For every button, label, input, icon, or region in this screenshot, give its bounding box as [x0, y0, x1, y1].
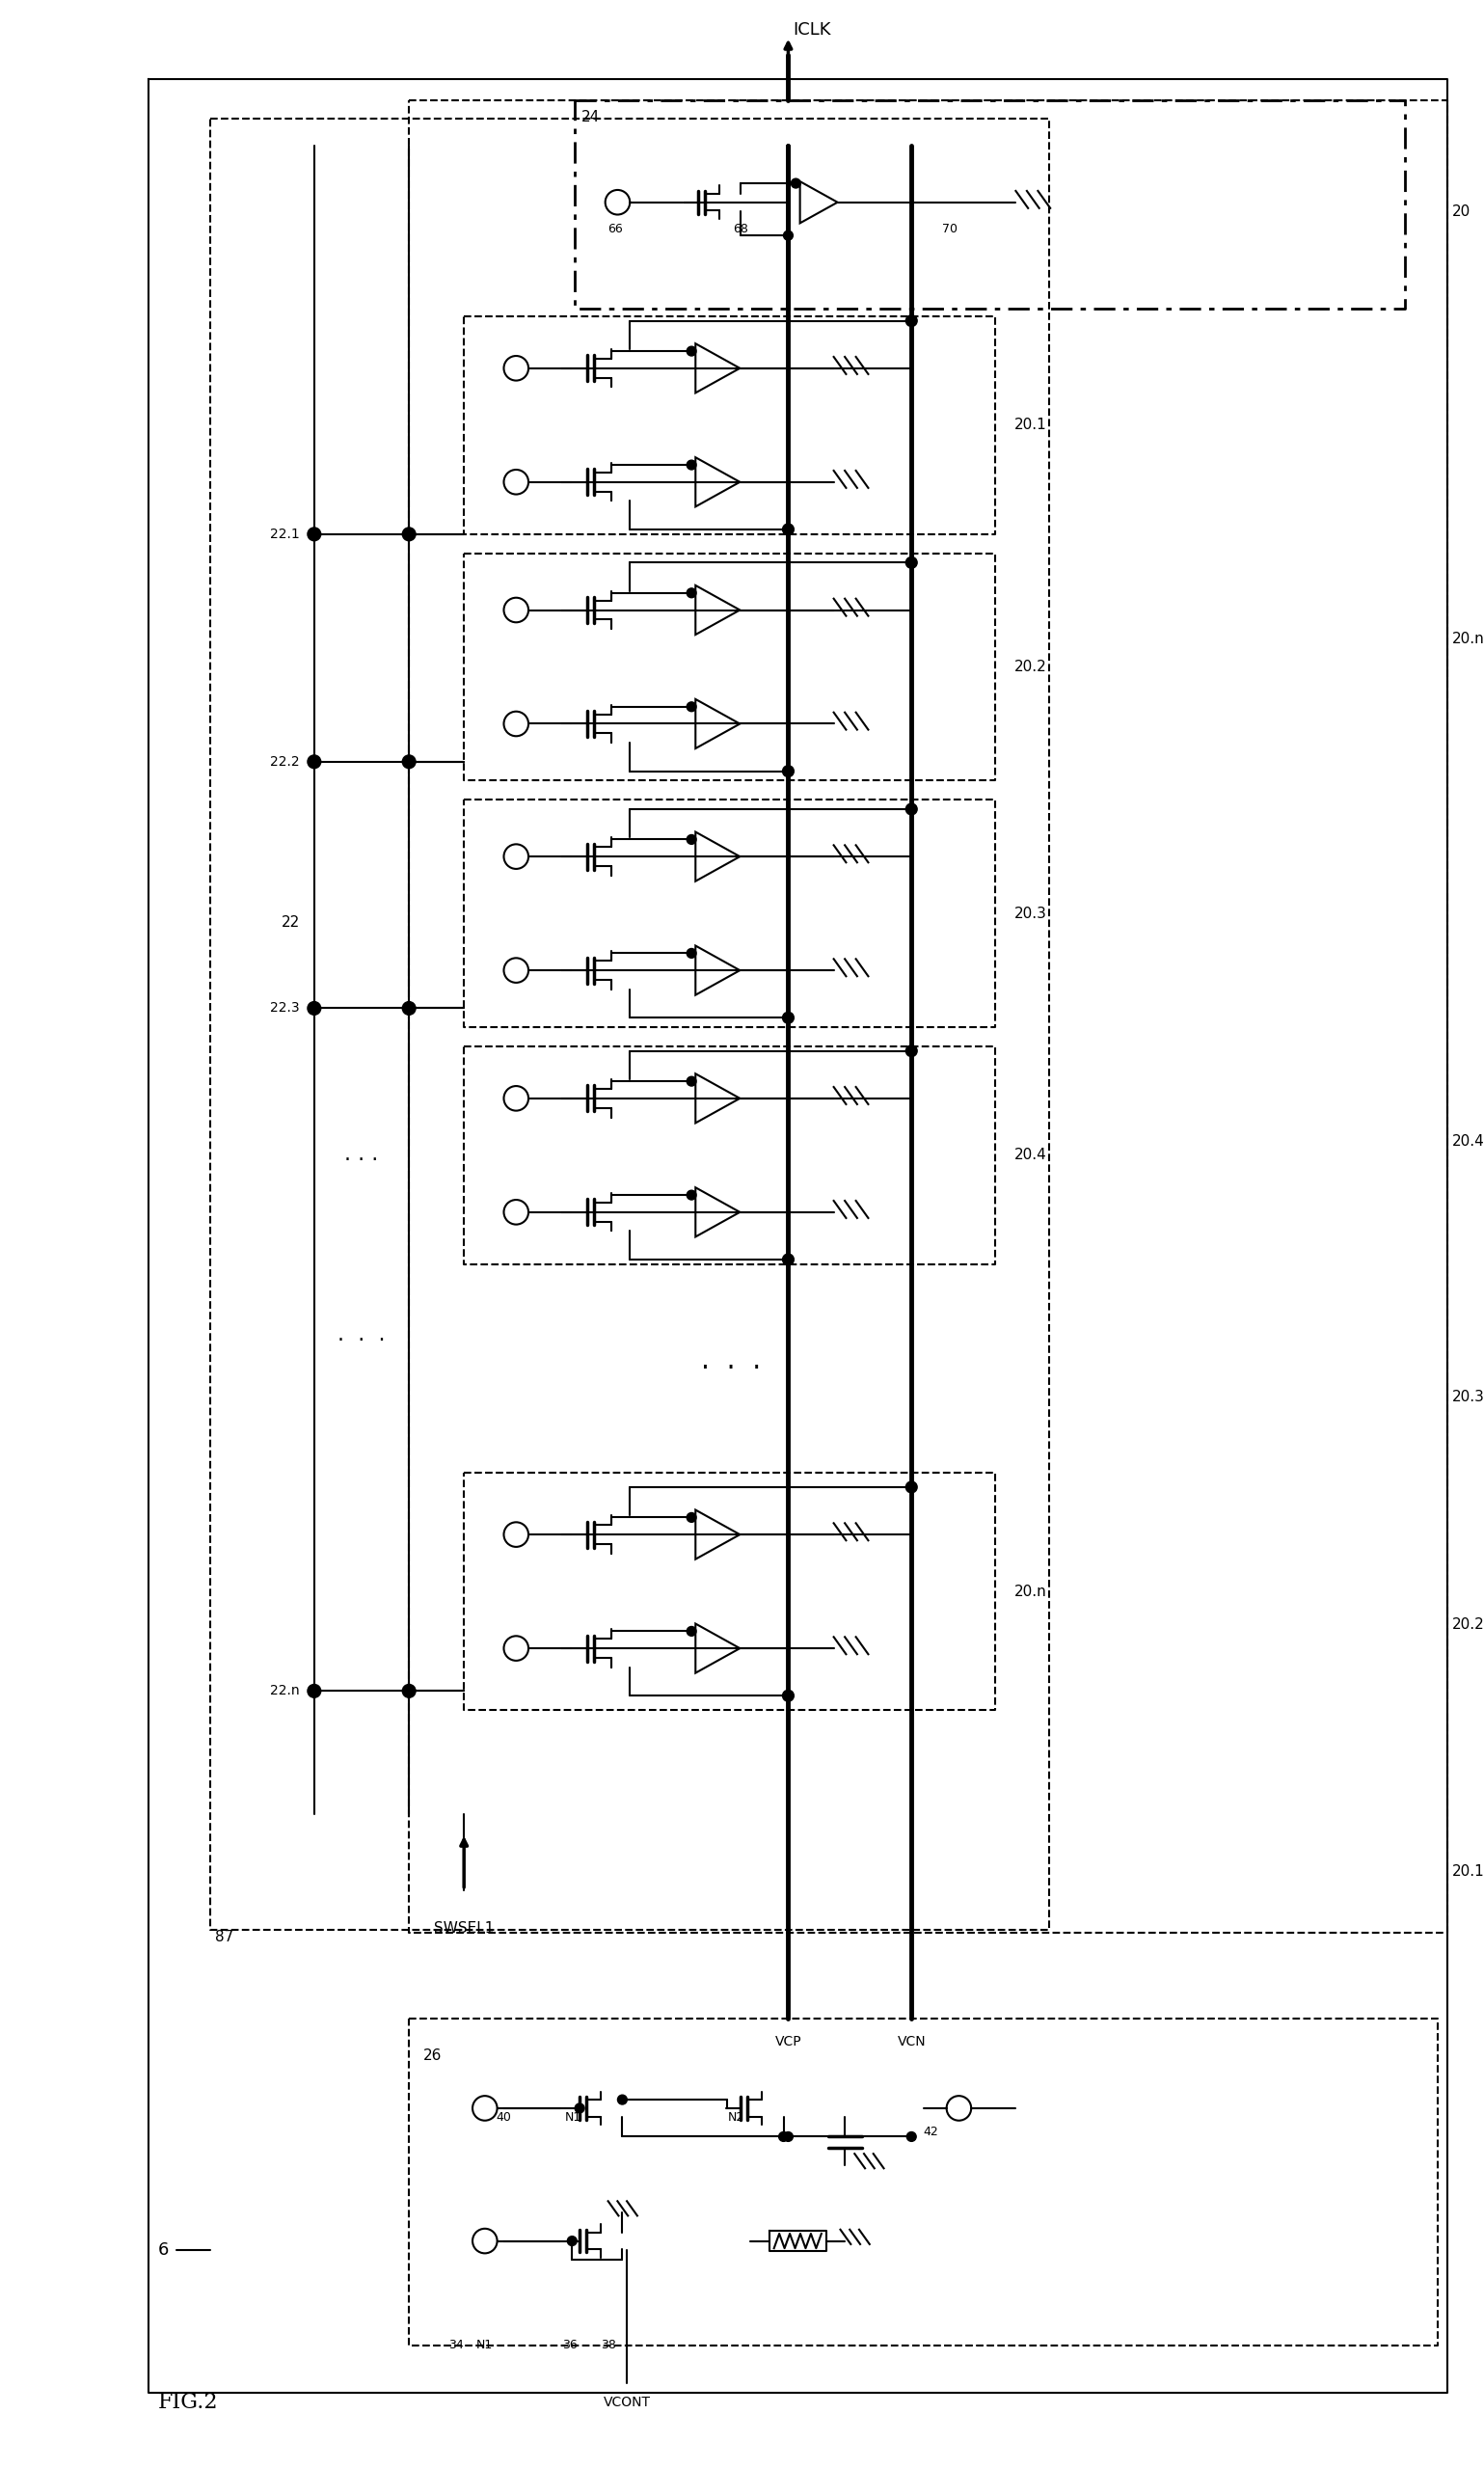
Text: ·  ·  ·: · · ·	[702, 1355, 761, 1382]
Text: N1: N1	[565, 2113, 582, 2125]
Text: 22.n: 22.n	[270, 1683, 300, 1698]
Circle shape	[687, 948, 696, 958]
Text: 20.4: 20.4	[1451, 1133, 1484, 1148]
Text: 36: 36	[562, 2340, 577, 2352]
Text: 20.3: 20.3	[1014, 906, 1046, 921]
Circle shape	[307, 1002, 321, 1014]
Text: 20.2: 20.2	[1014, 659, 1046, 674]
Circle shape	[905, 1046, 917, 1056]
Circle shape	[307, 1683, 321, 1698]
Text: 20.1: 20.1	[1014, 417, 1046, 432]
Circle shape	[687, 834, 696, 844]
Text: VCONT: VCONT	[604, 2396, 650, 2409]
Circle shape	[402, 1683, 416, 1698]
Text: 22.2: 22.2	[270, 755, 300, 768]
Text: 20.2: 20.2	[1451, 1617, 1484, 1631]
Circle shape	[782, 1012, 794, 1024]
Text: 6: 6	[157, 2241, 169, 2258]
Text: ·  ·  ·: · · ·	[338, 1330, 386, 1350]
Text: N1: N1	[476, 2340, 493, 2352]
Circle shape	[782, 1254, 794, 1266]
Text: 38: 38	[601, 2340, 616, 2352]
Text: N2: N2	[727, 2113, 745, 2125]
Circle shape	[905, 558, 917, 568]
Text: 22.1: 22.1	[270, 528, 300, 540]
Circle shape	[567, 2236, 577, 2246]
Circle shape	[687, 1626, 696, 1636]
Circle shape	[791, 178, 800, 188]
Text: 20.1: 20.1	[1451, 1863, 1484, 1878]
Circle shape	[687, 1076, 696, 1086]
Text: VCP: VCP	[775, 2036, 801, 2048]
Circle shape	[687, 346, 696, 355]
Circle shape	[905, 805, 917, 814]
Text: 34: 34	[448, 2340, 464, 2352]
Text: 40: 40	[496, 2113, 512, 2125]
Circle shape	[617, 2095, 628, 2105]
Circle shape	[687, 1513, 696, 1523]
Circle shape	[782, 765, 794, 777]
Text: SWSEL1: SWSEL1	[433, 1920, 494, 1935]
Text: 22: 22	[282, 916, 300, 930]
Text: 66: 66	[608, 222, 623, 234]
Circle shape	[779, 2132, 788, 2142]
Text: 70: 70	[942, 222, 957, 234]
Circle shape	[784, 230, 792, 239]
Circle shape	[687, 587, 696, 597]
Circle shape	[687, 1190, 696, 1199]
Circle shape	[687, 701, 696, 711]
Circle shape	[907, 2132, 916, 2142]
Text: · · ·: · · ·	[344, 1150, 378, 1170]
Text: FIG.2: FIG.2	[157, 2391, 218, 2414]
Circle shape	[905, 316, 917, 326]
Circle shape	[574, 2103, 585, 2113]
Circle shape	[307, 755, 321, 768]
Text: 68: 68	[733, 222, 748, 234]
Text: 20.3: 20.3	[1451, 1389, 1484, 1404]
Text: 42: 42	[923, 2125, 938, 2137]
Text: 24: 24	[582, 109, 600, 123]
Text: 22.3: 22.3	[270, 1002, 300, 1014]
Text: ICLK: ICLK	[792, 22, 831, 39]
Text: 20.n: 20.n	[1014, 1584, 1046, 1599]
Circle shape	[402, 1002, 416, 1014]
Text: VCN: VCN	[898, 2036, 926, 2048]
Circle shape	[782, 523, 794, 536]
Circle shape	[782, 1691, 794, 1700]
Circle shape	[402, 528, 416, 540]
Circle shape	[905, 1481, 917, 1493]
Circle shape	[687, 459, 696, 469]
Circle shape	[784, 2132, 792, 2142]
Text: 20.n: 20.n	[1451, 632, 1484, 647]
Text: 20: 20	[1451, 205, 1471, 220]
Text: 26: 26	[423, 2048, 442, 2063]
Circle shape	[402, 755, 416, 768]
Text: 20.4: 20.4	[1014, 1148, 1046, 1162]
Circle shape	[307, 528, 321, 540]
Text: 87: 87	[215, 1930, 233, 1945]
